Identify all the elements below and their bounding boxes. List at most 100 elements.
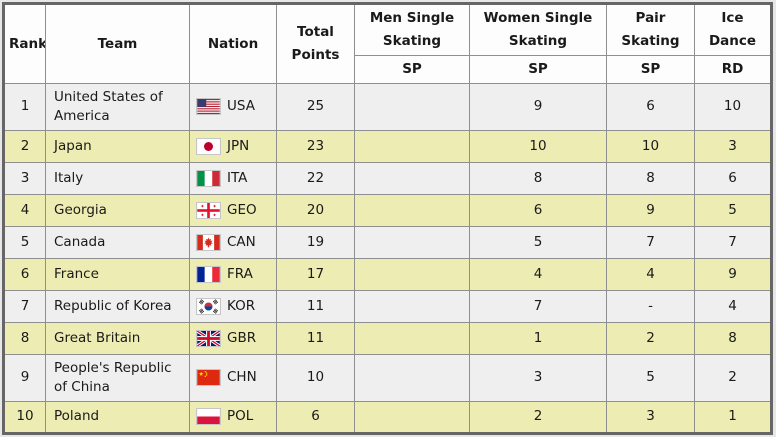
canada-flag-icon [197, 234, 220, 250]
men-sp-cell [354, 321, 470, 355]
total-points-cell: 25 [276, 82, 355, 131]
nation-code: CHN [227, 369, 257, 386]
women-sp-cell: 3 [469, 353, 607, 402]
women-sp-cell: 1 [469, 321, 607, 355]
ice-rd-cell: 10 [694, 82, 772, 131]
ice-rd-cell: 1 [694, 400, 772, 434]
col-header-ice-dance: Ice Dance [694, 3, 772, 56]
total-points-cell: 11 [276, 289, 355, 323]
col-header-team: Team [45, 3, 190, 84]
total-points-cell: 20 [276, 193, 355, 227]
total-points-cell: 11 [276, 321, 355, 355]
nation-code: GEO [227, 201, 257, 218]
team-cell: Italy [45, 161, 190, 195]
total-points-cell: 17 [276, 257, 355, 291]
men-sp-cell [354, 82, 470, 131]
nation-cell: USA [189, 82, 277, 131]
team-cell: France [45, 257, 190, 291]
pair-sp-cell: - [606, 289, 695, 323]
table-row: 4 Georgia GEO 20 6 9 5 [3, 193, 772, 227]
team-cell: Great Britain [45, 321, 190, 355]
table-row: 9 People's Republic of China CHN 10 3 5 … [3, 353, 772, 402]
nation-code: FRA [227, 265, 253, 282]
rank-cell: 2 [3, 129, 46, 163]
team-cell: Japan [45, 129, 190, 163]
france-flag-icon [197, 266, 220, 282]
ice-rd-cell: 2 [694, 353, 772, 402]
nation-code: CAN [227, 233, 256, 250]
subcol-header-men-sp: SP [354, 55, 470, 84]
ice-rd-cell: 6 [694, 161, 772, 195]
japan-flag-icon [197, 138, 220, 154]
men-sp-cell [354, 161, 470, 195]
rank-cell: 5 [3, 225, 46, 259]
pair-sp-cell: 10 [606, 129, 695, 163]
nation-code: KOR [227, 297, 256, 314]
col-header-men-single-skating: Men Single Skating [354, 3, 470, 56]
nation-code: ITA [227, 169, 248, 186]
table-row: 6 France FRA 17 4 4 9 [3, 257, 772, 291]
pair-sp-cell: 3 [606, 400, 695, 434]
nation-code: JPN [227, 137, 250, 154]
women-sp-cell: 5 [469, 225, 607, 259]
table-row: 7 Republic of Korea KOR 11 7 - 4 [3, 289, 772, 323]
ice-rd-cell: 7 [694, 225, 772, 259]
great-britain-flag-icon [197, 330, 220, 346]
pair-sp-cell: 7 [606, 225, 695, 259]
nation-cell: FRA [189, 257, 277, 291]
ice-rd-cell: 9 [694, 257, 772, 291]
team-cell: Poland [45, 400, 190, 434]
team-cell: Canada [45, 225, 190, 259]
col-header-pair-skating: Pair Skating [606, 3, 695, 56]
nation-code: GBR [227, 329, 257, 346]
rank-cell: 6 [3, 257, 46, 291]
poland-flag-icon [197, 408, 220, 424]
women-sp-cell: 7 [469, 289, 607, 323]
ice-rd-cell: 8 [694, 321, 772, 355]
nation-cell: POL [189, 400, 277, 434]
subcol-header-pair-sp: SP [606, 55, 695, 84]
nation-cell: KOR [189, 289, 277, 323]
women-sp-cell: 10 [469, 129, 607, 163]
team-cell: Georgia [45, 193, 190, 227]
total-points-cell: 10 [276, 353, 355, 402]
total-points-cell: 22 [276, 161, 355, 195]
nation-cell: GEO [189, 193, 277, 227]
pair-sp-cell: 6 [606, 82, 695, 131]
women-sp-cell: 6 [469, 193, 607, 227]
col-header-total-points: Total Points [276, 3, 355, 84]
table-row: 2 Japan JPN 23 10 10 3 [3, 129, 772, 163]
rank-cell: 3 [3, 161, 46, 195]
col-header-nation: Nation [189, 3, 277, 84]
nation-code: USA [227, 98, 255, 115]
women-sp-cell: 4 [469, 257, 607, 291]
total-points-cell: 23 [276, 129, 355, 163]
header-row-sub: SP SP SP RD [4, 55, 772, 84]
table-row: 3 Italy ITA 22 8 8 6 [3, 161, 772, 195]
pair-sp-cell: 8 [606, 161, 695, 195]
men-sp-cell [354, 225, 470, 259]
women-sp-cell: 9 [469, 82, 607, 131]
nation-cell: JPN [189, 129, 277, 163]
header-row-top: Rank Team Nation Total Points Men Single… [3, 3, 772, 84]
nation-cell: CAN [189, 225, 277, 259]
china-flag-icon [197, 370, 220, 386]
rank-cell: 1 [3, 82, 46, 131]
pair-sp-cell: 4 [606, 257, 695, 291]
nation-cell: ITA [189, 161, 277, 195]
table-body: 1 United States of America USA 25 9 6 10… [3, 82, 772, 434]
table-row: 1 United States of America USA 25 9 6 10 [3, 82, 772, 131]
team-cell: Republic of Korea [45, 289, 190, 323]
total-points-cell: 6 [276, 400, 355, 434]
south-korea-flag-icon [197, 298, 220, 314]
col-header-women-single-skating: Women Single Skating [469, 3, 607, 56]
ice-rd-cell: 3 [694, 129, 772, 163]
nation-cell: CHN [189, 353, 277, 402]
men-sp-cell [354, 193, 470, 227]
subcol-header-ice-rd: RD [694, 55, 772, 84]
pair-sp-cell: 9 [606, 193, 695, 227]
men-sp-cell [354, 257, 470, 291]
table-row: 8 Great Britain GBR 11 1 2 8 [3, 321, 772, 355]
team-cell: People's Republic of China [45, 353, 190, 402]
men-sp-cell [354, 400, 470, 434]
